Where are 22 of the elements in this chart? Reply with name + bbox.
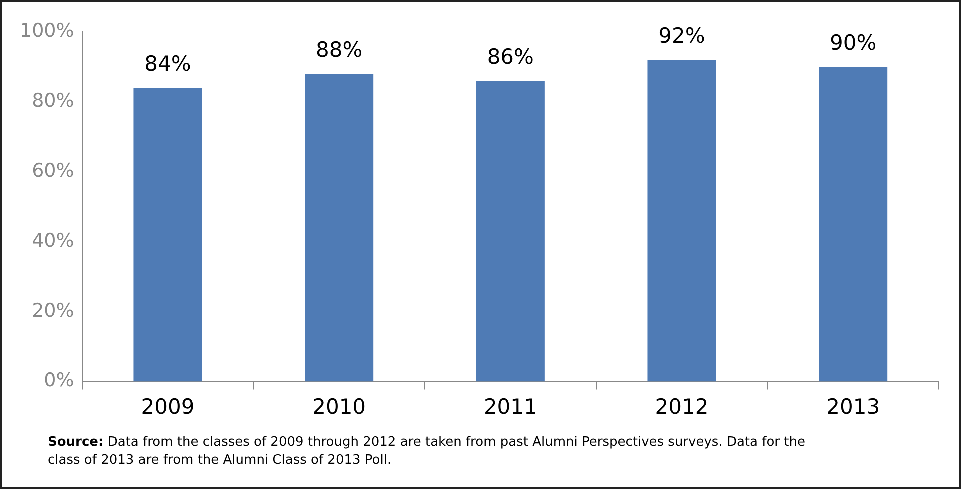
source-note: Source: Data from the classes of 2009 through 2012 are taken from past Alumni Perspectives surveys. Data for the class of 2013 are from the Alumni Class of 2013 Poll. [48, 434, 806, 470]
bar [819, 66, 888, 382]
x-tick-label: 2012 [655, 394, 709, 419]
bar [305, 74, 374, 382]
y-tick-label: 60% [32, 160, 74, 182]
y-tick-label: 20% [32, 300, 74, 322]
bar [648, 60, 716, 382]
data-label: 84% [144, 52, 192, 76]
y-tick-label: 80% [32, 90, 74, 112]
x-tick-label: 2010 [312, 394, 366, 419]
bar [134, 88, 202, 382]
data-label: 90% [830, 30, 877, 55]
data-label: 86% [487, 44, 534, 69]
bar [476, 80, 545, 382]
data-label: 92% [658, 24, 706, 48]
x-tick-label: 2009 [141, 394, 195, 419]
x-tick-label: 2013 [826, 394, 880, 419]
y-tick-label: 100% [20, 20, 74, 42]
y-tick-label: 0% [44, 370, 74, 392]
y-tick-label: 40% [32, 230, 74, 252]
x-tick-label: 2011 [484, 394, 538, 419]
data-label: 88% [316, 38, 363, 62]
